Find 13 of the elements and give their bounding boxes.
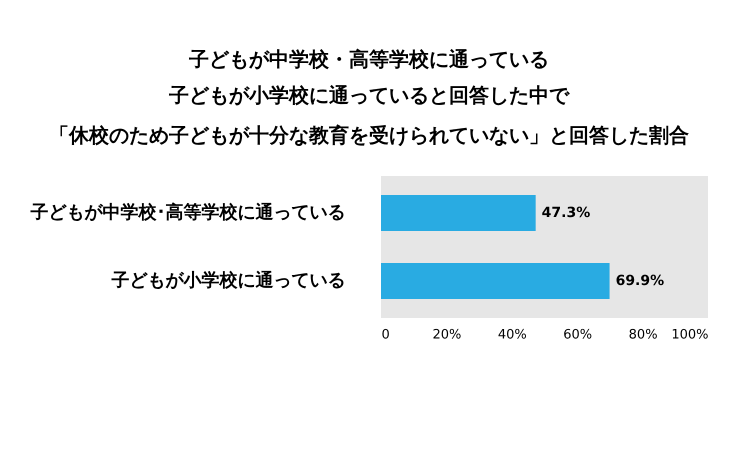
x-tick-label: 40% [498,328,527,342]
text: 「休校のため子どもが十分な教育を受けられていない」と回答した割合 [49,123,689,147]
x-tick-label: 0 [382,328,390,342]
chart-title: 子どもが中学校・高等学校に通っている [188,47,549,71]
x-tick-label: 60% [563,328,592,342]
y-tick-label: 子どもが小学校に通っている [110,270,346,291]
data-label: 47.3% [542,205,590,222]
y-tick-label: 子どもが中学校･高等学校に通っている [30,202,346,224]
x-tick-label: 100% [671,328,708,342]
data-label: 69.9% [616,272,664,289]
x-tick-label: 80% [628,328,658,342]
x-tick-label: 20% [432,328,462,342]
chart-subtitle: 子どもが小学校に通っていると回答した中で [168,83,570,107]
